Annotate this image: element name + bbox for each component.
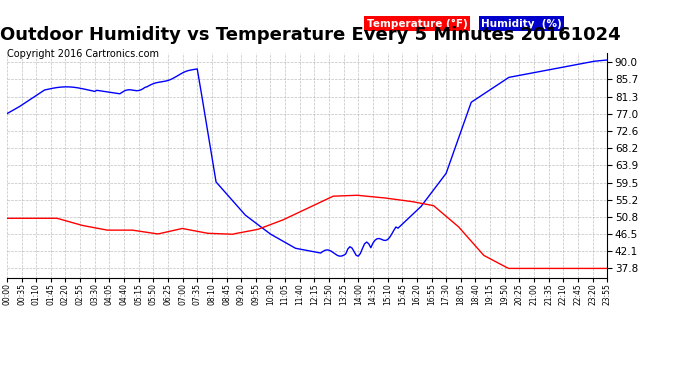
Text: Temperature (°F): Temperature (°F) (367, 18, 468, 28)
Text: Humidity  (%): Humidity (%) (481, 19, 562, 28)
Text: Copyright 2016 Cartronics.com: Copyright 2016 Cartronics.com (7, 49, 159, 59)
Text: Outdoor Humidity vs Temperature Every 5 Minutes 20161024: Outdoor Humidity vs Temperature Every 5 … (0, 26, 621, 44)
